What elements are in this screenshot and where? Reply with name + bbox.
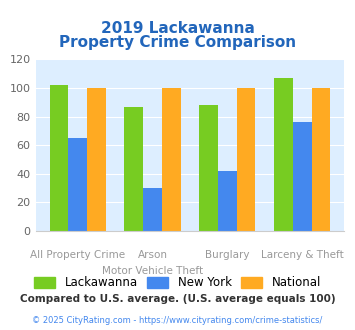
Text: 2019 Lackawanna: 2019 Lackawanna — [100, 21, 255, 36]
Bar — [218, 171, 237, 231]
Bar — [87, 88, 106, 231]
Bar — [237, 88, 256, 231]
Bar — [68, 138, 87, 231]
Bar — [143, 188, 162, 231]
Bar — [124, 107, 143, 231]
Text: Motor Vehicle Theft: Motor Vehicle Theft — [102, 266, 203, 276]
Text: Compared to U.S. average. (U.S. average equals 100): Compared to U.S. average. (U.S. average … — [20, 294, 335, 304]
Bar — [162, 88, 181, 231]
Bar — [199, 105, 218, 231]
Text: Property Crime Comparison: Property Crime Comparison — [59, 35, 296, 50]
Bar — [274, 78, 293, 231]
Bar — [50, 85, 68, 231]
Text: Larceny & Theft: Larceny & Theft — [261, 250, 344, 260]
Bar — [312, 88, 330, 231]
Text: Burglary: Burglary — [205, 250, 250, 260]
Text: All Property Crime: All Property Crime — [30, 250, 125, 260]
Bar — [293, 122, 312, 231]
Legend: Lackawanna, New York, National: Lackawanna, New York, National — [29, 272, 326, 294]
Text: Arson: Arson — [137, 250, 168, 260]
Text: © 2025 CityRating.com - https://www.cityrating.com/crime-statistics/: © 2025 CityRating.com - https://www.city… — [32, 316, 323, 325]
